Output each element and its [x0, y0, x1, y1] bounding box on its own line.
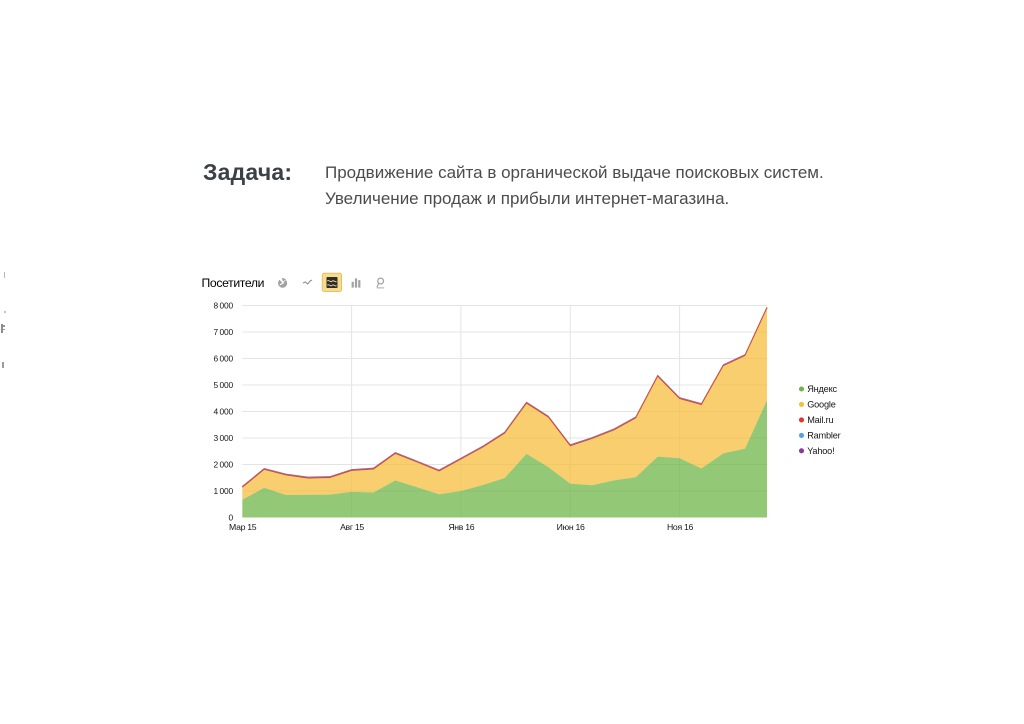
svg-text:Яндекс: Яндекс — [807, 384, 837, 394]
svg-text:0: 0 — [228, 512, 233, 522]
svg-text:6 000: 6 000 — [213, 353, 233, 363]
svg-text:Rambler: Rambler — [807, 431, 840, 441]
svg-text:7 000: 7 000 — [213, 327, 233, 337]
svg-text:1 000: 1 000 — [213, 486, 233, 496]
svg-text:Google: Google — [807, 400, 836, 410]
svg-text:Авг 15: Авг 15 — [340, 522, 364, 532]
svg-text:8 000: 8 000 — [213, 300, 233, 310]
svg-text:Mail.ru: Mail.ru — [807, 415, 833, 425]
svg-text:4 000: 4 000 — [213, 406, 233, 416]
svg-text:Ноя 16: Ноя 16 — [667, 522, 694, 532]
svg-text:Мар 15: Мар 15 — [229, 522, 257, 532]
svg-text:Янв 16: Янв 16 — [448, 522, 474, 532]
svg-text:3 000: 3 000 — [213, 433, 233, 443]
svg-text:Июн 16: Июн 16 — [557, 522, 585, 532]
svg-text:2 000: 2 000 — [213, 459, 233, 469]
svg-text:Yahoo!: Yahoo! — [807, 446, 834, 456]
svg-text:5 000: 5 000 — [213, 380, 233, 390]
